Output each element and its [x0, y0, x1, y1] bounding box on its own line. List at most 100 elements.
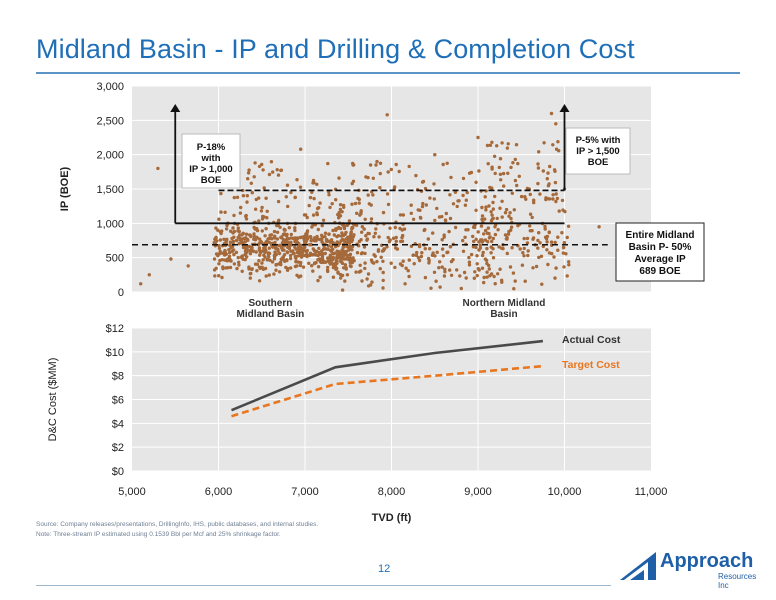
scatter-point [381, 278, 385, 283]
scatter-point [246, 171, 251, 175]
scatter-point [480, 266, 485, 270]
scatter-point [501, 171, 506, 176]
scatter-point [227, 254, 232, 259]
scatter-point [320, 260, 324, 265]
scatter-point [461, 249, 466, 253]
scatter-point [433, 218, 437, 223]
scatter-point [482, 275, 486, 280]
scatter-point [245, 200, 249, 204]
scatter-point [326, 161, 330, 166]
scatter-point [500, 199, 504, 203]
scatter-point [537, 231, 541, 235]
scatter-point [263, 250, 267, 254]
scatter-point [345, 223, 349, 228]
line-y-tick-label: $0 [112, 466, 124, 478]
scatter-point [440, 247, 445, 251]
scatter-point [286, 245, 290, 250]
scatter-point [262, 186, 266, 190]
scatter-point [238, 211, 243, 215]
scatter-point [423, 247, 427, 251]
scatter-point [467, 260, 472, 264]
title-underline [36, 72, 740, 74]
scatter-point [400, 239, 405, 243]
scatter-point [491, 236, 495, 241]
scatter-point [473, 225, 477, 230]
scatter-point [514, 143, 519, 147]
scatter-point [355, 251, 360, 255]
scatter-point [287, 226, 291, 230]
scatter-point [285, 183, 290, 187]
scatter-point [491, 200, 495, 205]
scatter-point [526, 253, 530, 258]
scatter-point [469, 252, 474, 257]
scatter-point [241, 245, 246, 250]
scatter-point [322, 244, 326, 248]
scatter-point [224, 227, 229, 231]
scatter-point [378, 267, 382, 271]
scatter-point [461, 176, 466, 181]
scatter-point [248, 276, 252, 280]
scatter-point [237, 263, 241, 267]
scatter-point [498, 157, 503, 161]
scatter-point [538, 192, 542, 196]
scatter-point [457, 199, 461, 203]
scatter-point [327, 193, 331, 197]
scatter-point [477, 169, 481, 173]
scatter-point [493, 194, 497, 199]
scatter-point [317, 257, 322, 261]
scatter-point [513, 157, 517, 162]
scatter-point [375, 259, 379, 264]
scatter-point [476, 135, 480, 140]
scatter-point [562, 265, 566, 269]
scatter-point [276, 249, 280, 253]
line-y-tick-label: $12 [106, 323, 124, 335]
scatter-point [278, 243, 282, 248]
scatter-point [231, 240, 235, 244]
scatter-point [440, 214, 444, 219]
scatter-point [340, 256, 345, 261]
scatter-point [379, 255, 383, 259]
actual-cost-legend: Actual Cost [562, 334, 621, 346]
scatter-point [265, 216, 269, 220]
scatter-point [474, 180, 478, 184]
scatter-point [553, 169, 557, 173]
scatter-point [323, 235, 327, 239]
scatter-point [428, 247, 432, 251]
scatter-point [257, 196, 261, 200]
logo-wordmark: Approach [660, 550, 754, 572]
scatter-point [482, 280, 486, 285]
scatter-point [326, 259, 330, 263]
scatter-y-axis-label: IP (BOE) [59, 166, 71, 211]
scatter-point [316, 265, 321, 269]
scatter-point [328, 205, 332, 210]
scatter-point [554, 192, 558, 196]
scatter-point [235, 195, 240, 199]
scatter-point [378, 171, 382, 176]
scatter-point [478, 246, 483, 250]
scatter-point [516, 161, 520, 166]
scatter-point [214, 226, 218, 230]
scatter-point [247, 244, 251, 249]
scatter-point [530, 215, 534, 220]
scatter-point [449, 175, 453, 180]
line-y-axis-label: D&C Cost ($MM) [47, 358, 59, 442]
scatter-point [359, 269, 363, 273]
scatter-point [543, 227, 547, 231]
scatter-point [297, 248, 302, 253]
scatter-point [480, 240, 484, 244]
scatter-point [401, 213, 405, 217]
scatter-point [522, 254, 526, 258]
scatter-point [351, 161, 355, 166]
scatter-point [530, 229, 534, 233]
scatter-point [464, 228, 468, 232]
scatter-point [505, 146, 510, 150]
scatter-point [437, 266, 441, 270]
scatter-point [471, 245, 476, 249]
scatter-point [305, 248, 309, 253]
scatter-point [342, 205, 346, 209]
scatter-point [285, 232, 289, 237]
scatter-point [498, 267, 502, 271]
scatter-point [354, 270, 358, 274]
scatter-point [479, 224, 484, 228]
